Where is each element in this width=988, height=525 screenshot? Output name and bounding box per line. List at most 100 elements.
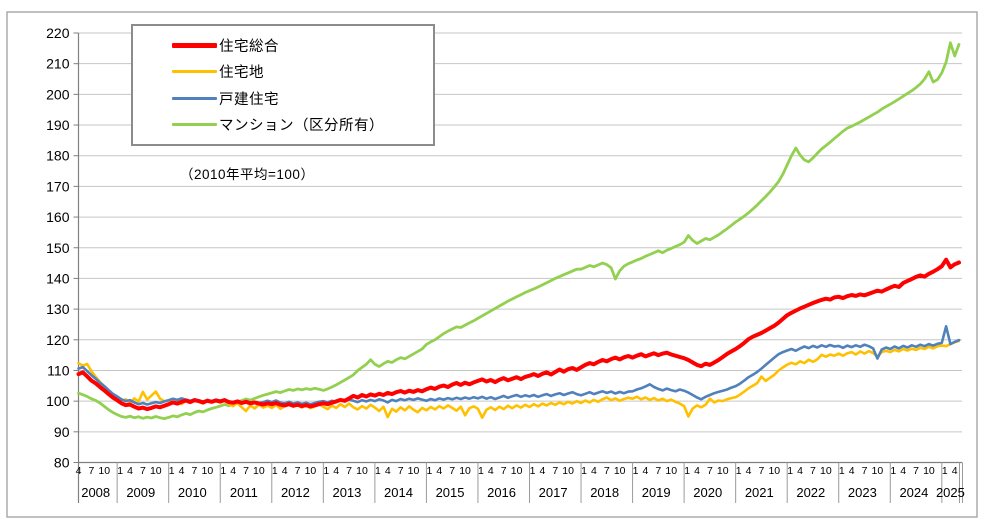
month-label: 10	[717, 465, 729, 477]
chart-base-note: （2010年平均=100）	[180, 167, 315, 182]
month-label: 10	[511, 465, 523, 477]
year-label: 2019	[642, 485, 671, 500]
month-label: 1	[890, 465, 896, 477]
month-label: 7	[243, 465, 249, 477]
month-label: 10	[202, 465, 214, 477]
y-tick-label: 220	[46, 25, 70, 41]
legend-item-kodate: 戸建住宅	[133, 86, 433, 110]
month-label: 4	[746, 465, 752, 477]
y-tick-label: 90	[54, 424, 70, 440]
legend-item-mansion: マンション（区分所有）	[133, 113, 433, 137]
year-label: 2009	[126, 485, 155, 500]
month-label: 1	[323, 465, 329, 477]
year-label: 2013	[332, 485, 361, 500]
month-label: 4	[643, 465, 649, 477]
year-label: 2012	[281, 485, 310, 500]
year-label: 2015	[436, 485, 465, 500]
month-label: 4	[127, 465, 133, 477]
month-label: 4	[76, 465, 82, 477]
y-tick-label: 190	[46, 117, 70, 133]
month-label: 7	[913, 465, 919, 477]
month-label: 7	[655, 465, 661, 477]
legend-label: 住宅地	[219, 65, 264, 82]
month-label: 4	[179, 465, 185, 477]
year-label: 2008	[81, 485, 110, 500]
y-tick-label: 110	[47, 362, 70, 378]
y-tick-label: 130	[46, 301, 70, 317]
year-label: 2011	[230, 485, 258, 500]
month-label: 1	[839, 465, 845, 477]
month-label: 10	[665, 465, 677, 477]
month-label: 4	[952, 465, 958, 477]
chart-legend: 住宅総合 住宅地 戸建住宅 マンション（区分所有）	[131, 24, 435, 146]
month-label: 4	[539, 465, 545, 477]
month-label: 4	[900, 465, 906, 477]
month-label: 4	[282, 465, 288, 477]
y-tick-label: 80	[54, 455, 70, 471]
month-label: 7	[398, 465, 404, 477]
y-tick-label: 140	[46, 270, 70, 286]
month-label: 10	[356, 465, 368, 477]
year-label: 2018	[590, 485, 619, 500]
month-label: 4	[488, 465, 494, 477]
year-label: 2021	[745, 485, 774, 500]
month-label: 1	[426, 465, 432, 477]
month-label: 4	[333, 465, 339, 477]
year-label: 2025	[936, 485, 965, 500]
legend-label: マンション（区分所有）	[219, 118, 384, 135]
legend-line-swatch-blue	[172, 96, 217, 100]
y-tick-label: 180	[46, 148, 70, 164]
month-label: 7	[759, 465, 765, 477]
legend-item-sogo: 住宅総合	[133, 33, 433, 57]
legend-label: 住宅総合	[219, 38, 279, 55]
month-label: 10	[150, 465, 162, 477]
month-label: 10	[614, 465, 626, 477]
year-label: 2022	[796, 485, 825, 500]
month-label: 10	[253, 465, 265, 477]
month-label: 1	[169, 465, 175, 477]
month-label: 7	[862, 465, 868, 477]
month-label: 7	[707, 465, 713, 477]
month-label: 7	[295, 465, 301, 477]
month-label: 7	[604, 465, 610, 477]
y-tick-label: 170	[46, 178, 70, 194]
legend-line-swatch-red	[172, 42, 217, 48]
month-label: 1	[684, 465, 690, 477]
month-label: 1	[942, 465, 948, 477]
chart-border	[6, 11, 978, 518]
series-line-sogo	[76, 257, 961, 412]
month-label: 10	[459, 465, 471, 477]
month-label: 7	[192, 465, 198, 477]
month-label: 10	[408, 465, 420, 477]
year-label: 2014	[384, 485, 413, 500]
month-label: 7	[88, 465, 94, 477]
year-label: 2017	[539, 485, 568, 500]
month-label: 10	[923, 465, 935, 477]
month-label: 1	[530, 465, 536, 477]
month-label: 10	[98, 465, 110, 477]
legend-item-takuchi: 住宅地	[133, 60, 433, 84]
month-label: 10	[768, 465, 780, 477]
month-label: 7	[810, 465, 816, 477]
y-tick-label: 100	[46, 393, 70, 409]
y-tick-label: 210	[46, 56, 70, 72]
month-label: 7	[140, 465, 146, 477]
y-tick-label: 200	[46, 86, 70, 102]
legend-line-swatch-orange	[172, 70, 217, 74]
month-label: 4	[230, 465, 236, 477]
month-label: 7	[501, 465, 507, 477]
month-label: 4	[849, 465, 855, 477]
month-label: 10	[820, 465, 832, 477]
legend-line-swatch-green	[172, 123, 217, 127]
month-label: 1	[272, 465, 278, 477]
month-label: 1	[787, 465, 793, 477]
month-label: 1	[633, 465, 639, 477]
month-label: 4	[797, 465, 803, 477]
month-label: 1	[478, 465, 484, 477]
series-line-kodate	[77, 324, 961, 406]
month-label: 7	[346, 465, 352, 477]
month-label: 1	[736, 465, 742, 477]
series-line-mansion	[77, 41, 961, 421]
